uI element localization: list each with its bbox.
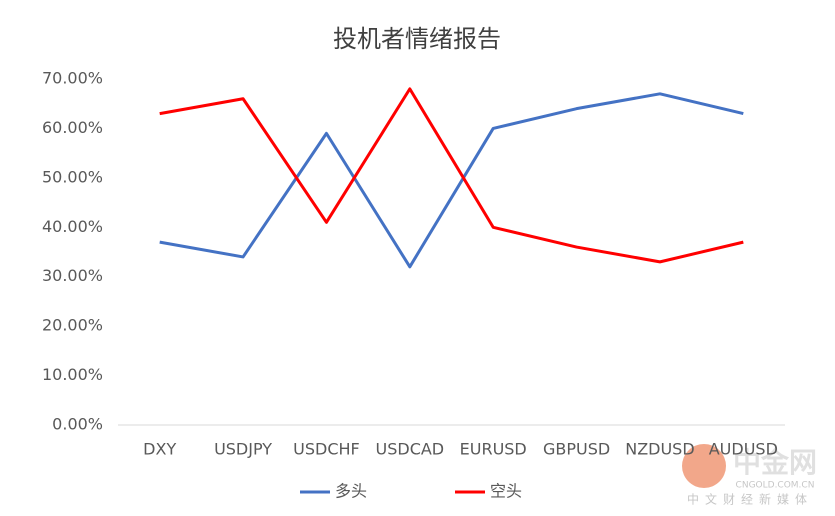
- y-tick-label: 0.00%: [52, 415, 103, 434]
- x-tick-label: USDJPY: [214, 440, 272, 459]
- watermark-slogan: 中文财经新媒体: [687, 492, 813, 507]
- x-tick-label: USDCAD: [376, 440, 445, 459]
- x-tick-label: EURUSD: [460, 440, 527, 459]
- y-tick-label: 60.00%: [42, 118, 103, 137]
- watermark-logo: [682, 444, 726, 488]
- series-line: [159, 92, 744, 269]
- series-line: [159, 87, 744, 264]
- chart-title: 投机者情绪报告: [333, 25, 501, 53]
- x-tick-label: AUDUSD: [709, 440, 778, 459]
- y-tick-label: 40.00%: [42, 217, 103, 236]
- watermark-domain: CNGOLD.COM.CN: [736, 481, 815, 491]
- x-tick-label: USDCHF: [293, 440, 360, 459]
- y-tick-label: 70.00%: [42, 69, 103, 88]
- y-tick-label: 20.00%: [42, 316, 103, 335]
- x-tick-label: NZDUSD: [625, 440, 694, 459]
- watermark-brand: 中金网: [733, 446, 817, 479]
- watermark: 中金网 CNGOLD.COM.CN 中文财经新媒体: [682, 444, 817, 507]
- y-tick-label: 30.00%: [42, 266, 103, 285]
- y-tick-label: 50.00%: [42, 167, 103, 186]
- legend-label: 空头: [490, 482, 522, 501]
- legend-label: 多头: [335, 482, 367, 501]
- y-tick-label: 10.00%: [42, 365, 103, 384]
- x-tick-label: GBPUSD: [543, 440, 610, 459]
- x-tick-label: DXY: [143, 440, 176, 459]
